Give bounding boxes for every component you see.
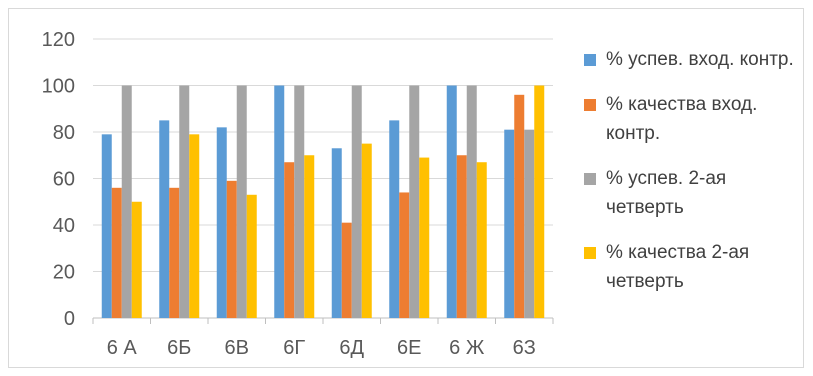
- legend-label-2: % успев. 2-ая четверть: [606, 168, 727, 218]
- bar-chart: 0 20 40 60 80 100 120 6 А 6Б 6В 6Г 6Д 6Е 6 Ж 6З: [42, 29, 554, 359]
- y-tick-label-6: 120: [42, 29, 75, 51]
- legend-label-0: % успев. вход. контр.: [606, 49, 794, 70]
- bar-s2-c7: [524, 129, 535, 318]
- bar-s1-c6: [456, 155, 467, 318]
- bar-s1-c2: [226, 180, 237, 318]
- bar-s2-c3: [294, 85, 305, 318]
- legend-swatch-1: [584, 99, 596, 111]
- chart-frame: 0 20 40 60 80 100 120 6 А 6Б 6В 6Г 6Д 6Е 6 Ж 6З % успе…: [8, 8, 804, 368]
- bar-s0-c5: [389, 120, 400, 318]
- x-tick-label-1: 6Б: [167, 337, 191, 359]
- x-tick-label-7: 6З: [513, 337, 536, 359]
- y-tick-label-4: 80: [53, 122, 75, 144]
- legend-label-3: % качества 2-ая четверть: [606, 242, 750, 292]
- legend-swatch-3: [584, 247, 596, 259]
- x-tick-label-0: 6 А: [107, 337, 138, 359]
- legend-item-0: % успев. вход. контр.: [584, 45, 809, 74]
- bar-s0-c4: [331, 148, 342, 318]
- x-tick-label-6: 6 Ж: [449, 337, 485, 359]
- x-tick-label-4: 6Д: [339, 337, 364, 359]
- x-tick-label-5: 6Е: [397, 337, 421, 359]
- bar-s1-c0: [111, 187, 122, 318]
- legend-item-3: % качества 2-ая четверть: [584, 238, 809, 296]
- bar-s3-c2: [246, 194, 257, 318]
- bar-s2-c4: [351, 85, 362, 318]
- bar-s3-c3: [304, 155, 315, 318]
- legend-label-1: % качества вход. контр.: [606, 94, 758, 144]
- legend-swatch-0: [584, 54, 596, 66]
- bar-s2-c6: [466, 85, 477, 318]
- legend-item-2: % успев. 2-ая четверть: [584, 164, 809, 222]
- bar-s1-c5: [399, 192, 410, 318]
- bar-s3-c7: [534, 85, 545, 318]
- y-tick-label-5: 100: [42, 76, 75, 98]
- bar-s1-c4: [341, 222, 352, 318]
- y-tick-label-0: 0: [64, 308, 75, 330]
- bar-s0-c3: [274, 85, 285, 318]
- bar-s0-c1: [159, 120, 170, 318]
- bar-s3-c6: [476, 162, 487, 318]
- bar-s3-c4: [361, 143, 372, 318]
- bar-s0-c2: [216, 127, 227, 318]
- x-tick-label-3: 6Г: [283, 337, 305, 359]
- bar-s3-c5: [419, 157, 430, 318]
- bar-s2-c1: [179, 85, 190, 318]
- chart-legend: % успев. вход. контр. % качества вход. к…: [584, 45, 809, 312]
- y-tick-label-3: 60: [53, 169, 75, 191]
- bar-s2-c0: [121, 85, 132, 318]
- bar-s3-c0: [131, 201, 142, 318]
- bar-s0-c7: [504, 129, 515, 318]
- y-tick-label-2: 40: [53, 215, 75, 237]
- y-tick-label-1: 20: [53, 262, 75, 284]
- legend-item-1: % качества вход. контр.: [584, 90, 809, 148]
- bar-s1-c7: [514, 94, 525, 318]
- bar-s0-c6: [446, 85, 457, 318]
- bar-s3-c1: [189, 134, 200, 318]
- legend-swatch-2: [584, 173, 596, 185]
- x-tick-label-2: 6В: [225, 337, 249, 359]
- bar-s1-c3: [284, 162, 295, 318]
- bar-s2-c2: [236, 85, 247, 318]
- bar-s0-c0: [101, 134, 112, 318]
- bar-s2-c5: [409, 85, 420, 318]
- bar-s1-c1: [169, 187, 180, 318]
